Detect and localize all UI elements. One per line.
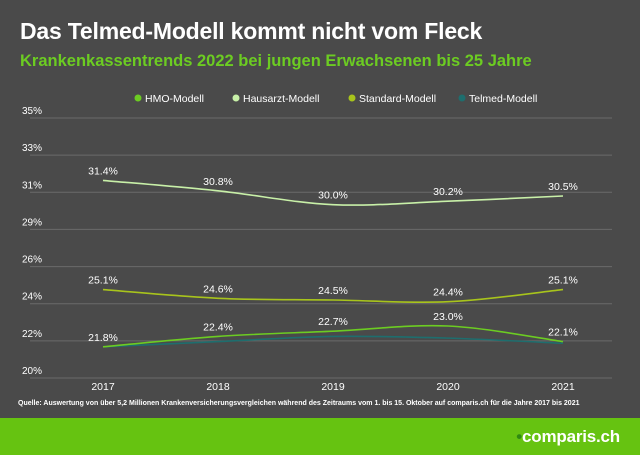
x-tick-label: 2017	[91, 381, 115, 393]
data-label: 30.5%	[548, 181, 578, 193]
data-label: 23.0%	[433, 311, 463, 323]
chart-title: Das Telmed-Modell kommt nicht vom Fleck	[20, 18, 483, 44]
legend-marker-icon	[134, 94, 142, 102]
data-label: 30.8%	[203, 176, 233, 188]
legend-item: HMO-Modell	[145, 93, 204, 105]
source-note: Quelle: Auswertung von über 5,2 Millione…	[18, 400, 580, 407]
data-label: 22.4%	[203, 321, 233, 333]
series-line-standard-modell	[102, 288, 564, 304]
data-label: 30.2%	[433, 186, 463, 198]
x-tick-label: 2020	[436, 381, 460, 393]
comparis-logo[interactable]: •comparis.ch	[516, 427, 620, 447]
data-label: 22.1%	[548, 327, 578, 339]
series-line-hausarzt-modell	[102, 179, 564, 206]
brand-mark: •	[516, 427, 523, 446]
line-chart: HMO-Modell Hausarzt-Modell Standard-Modell…	[22, 93, 612, 393]
data-labels: 21.8% 22.4% 22.7% 23.0% 22.1% 31.4% 30.8% 30.0%…	[88, 165, 578, 343]
legend-marker-icon	[348, 94, 356, 102]
brand-suffix: .ch	[596, 427, 620, 446]
y-tick-label: 22%	[22, 329, 42, 340]
data-label: 24.5%	[318, 285, 348, 297]
y-tick-label: 35%	[22, 106, 42, 117]
data-label: 21.8%	[88, 332, 118, 344]
legend: HMO-Modell Hausarzt-Modell Standard-Modell…	[134, 93, 537, 105]
series-lines	[102, 179, 564, 348]
x-tick-label: 2021	[551, 381, 575, 393]
data-label: 24.6%	[203, 283, 233, 295]
data-label: 31.4%	[88, 165, 118, 177]
legend-item: Standard-Modell	[359, 93, 436, 105]
y-tick-label: 33%	[22, 143, 42, 154]
y-axis: 35% 33% 31% 29% 26% 24% 22% 20%	[22, 106, 42, 377]
grid	[30, 117, 612, 379]
y-tick-label: 26%	[22, 255, 42, 266]
brand-name: comparis	[522, 427, 597, 446]
chart-subtitle: Krankenkassentrends 2022 bei jungen Erwa…	[20, 52, 532, 70]
x-tick-label: 2019	[321, 381, 345, 393]
legend-marker-icon	[232, 94, 240, 102]
footer-bar: •comparis.ch	[0, 418, 640, 455]
y-tick-label: 24%	[22, 292, 42, 303]
data-label: 24.4%	[433, 287, 463, 299]
data-label: 25.1%	[88, 275, 118, 287]
data-label: 30.0%	[318, 190, 348, 202]
series-line-telmed-modell	[102, 335, 564, 348]
legend-item: Telmed-Modell	[469, 93, 537, 105]
legend-item: Hausarzt-Modell	[243, 93, 319, 105]
series-line-hmo-modell	[102, 324, 564, 348]
y-tick-label: 29%	[22, 217, 42, 228]
y-tick-label: 20%	[22, 366, 42, 377]
data-label: 22.7%	[318, 316, 348, 328]
legend-marker-icon	[458, 94, 466, 102]
data-label: 25.1%	[548, 275, 578, 287]
x-axis: 2017 2018 2019 2020 2021	[91, 381, 575, 393]
x-tick-label: 2018	[206, 381, 230, 393]
y-tick-label: 31%	[22, 180, 42, 191]
